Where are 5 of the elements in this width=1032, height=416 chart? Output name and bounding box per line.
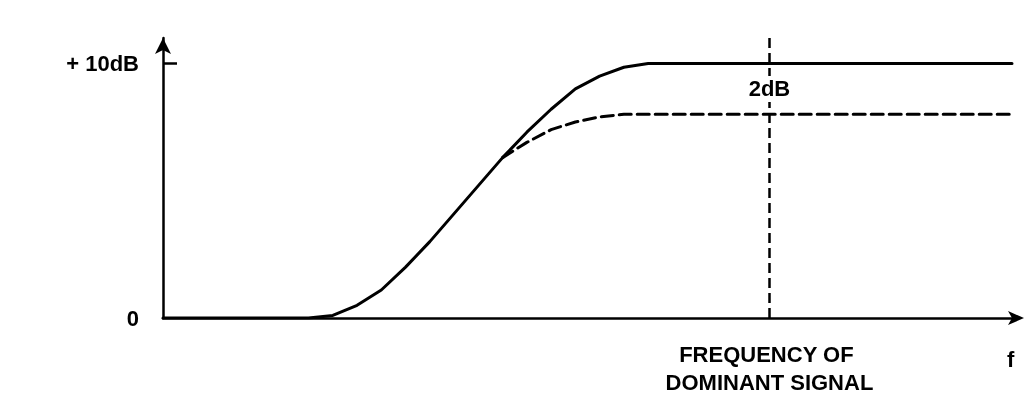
y-tick-label: + 10dB: [66, 50, 139, 76]
annotation: 2dB: [748, 76, 791, 102]
x-axis-title: f: [1007, 346, 1015, 372]
y-tick-label: 0: [126, 305, 139, 331]
x-tick-label: FREQUENCY OF DOMINANT SIGNAL: [665, 341, 874, 395]
